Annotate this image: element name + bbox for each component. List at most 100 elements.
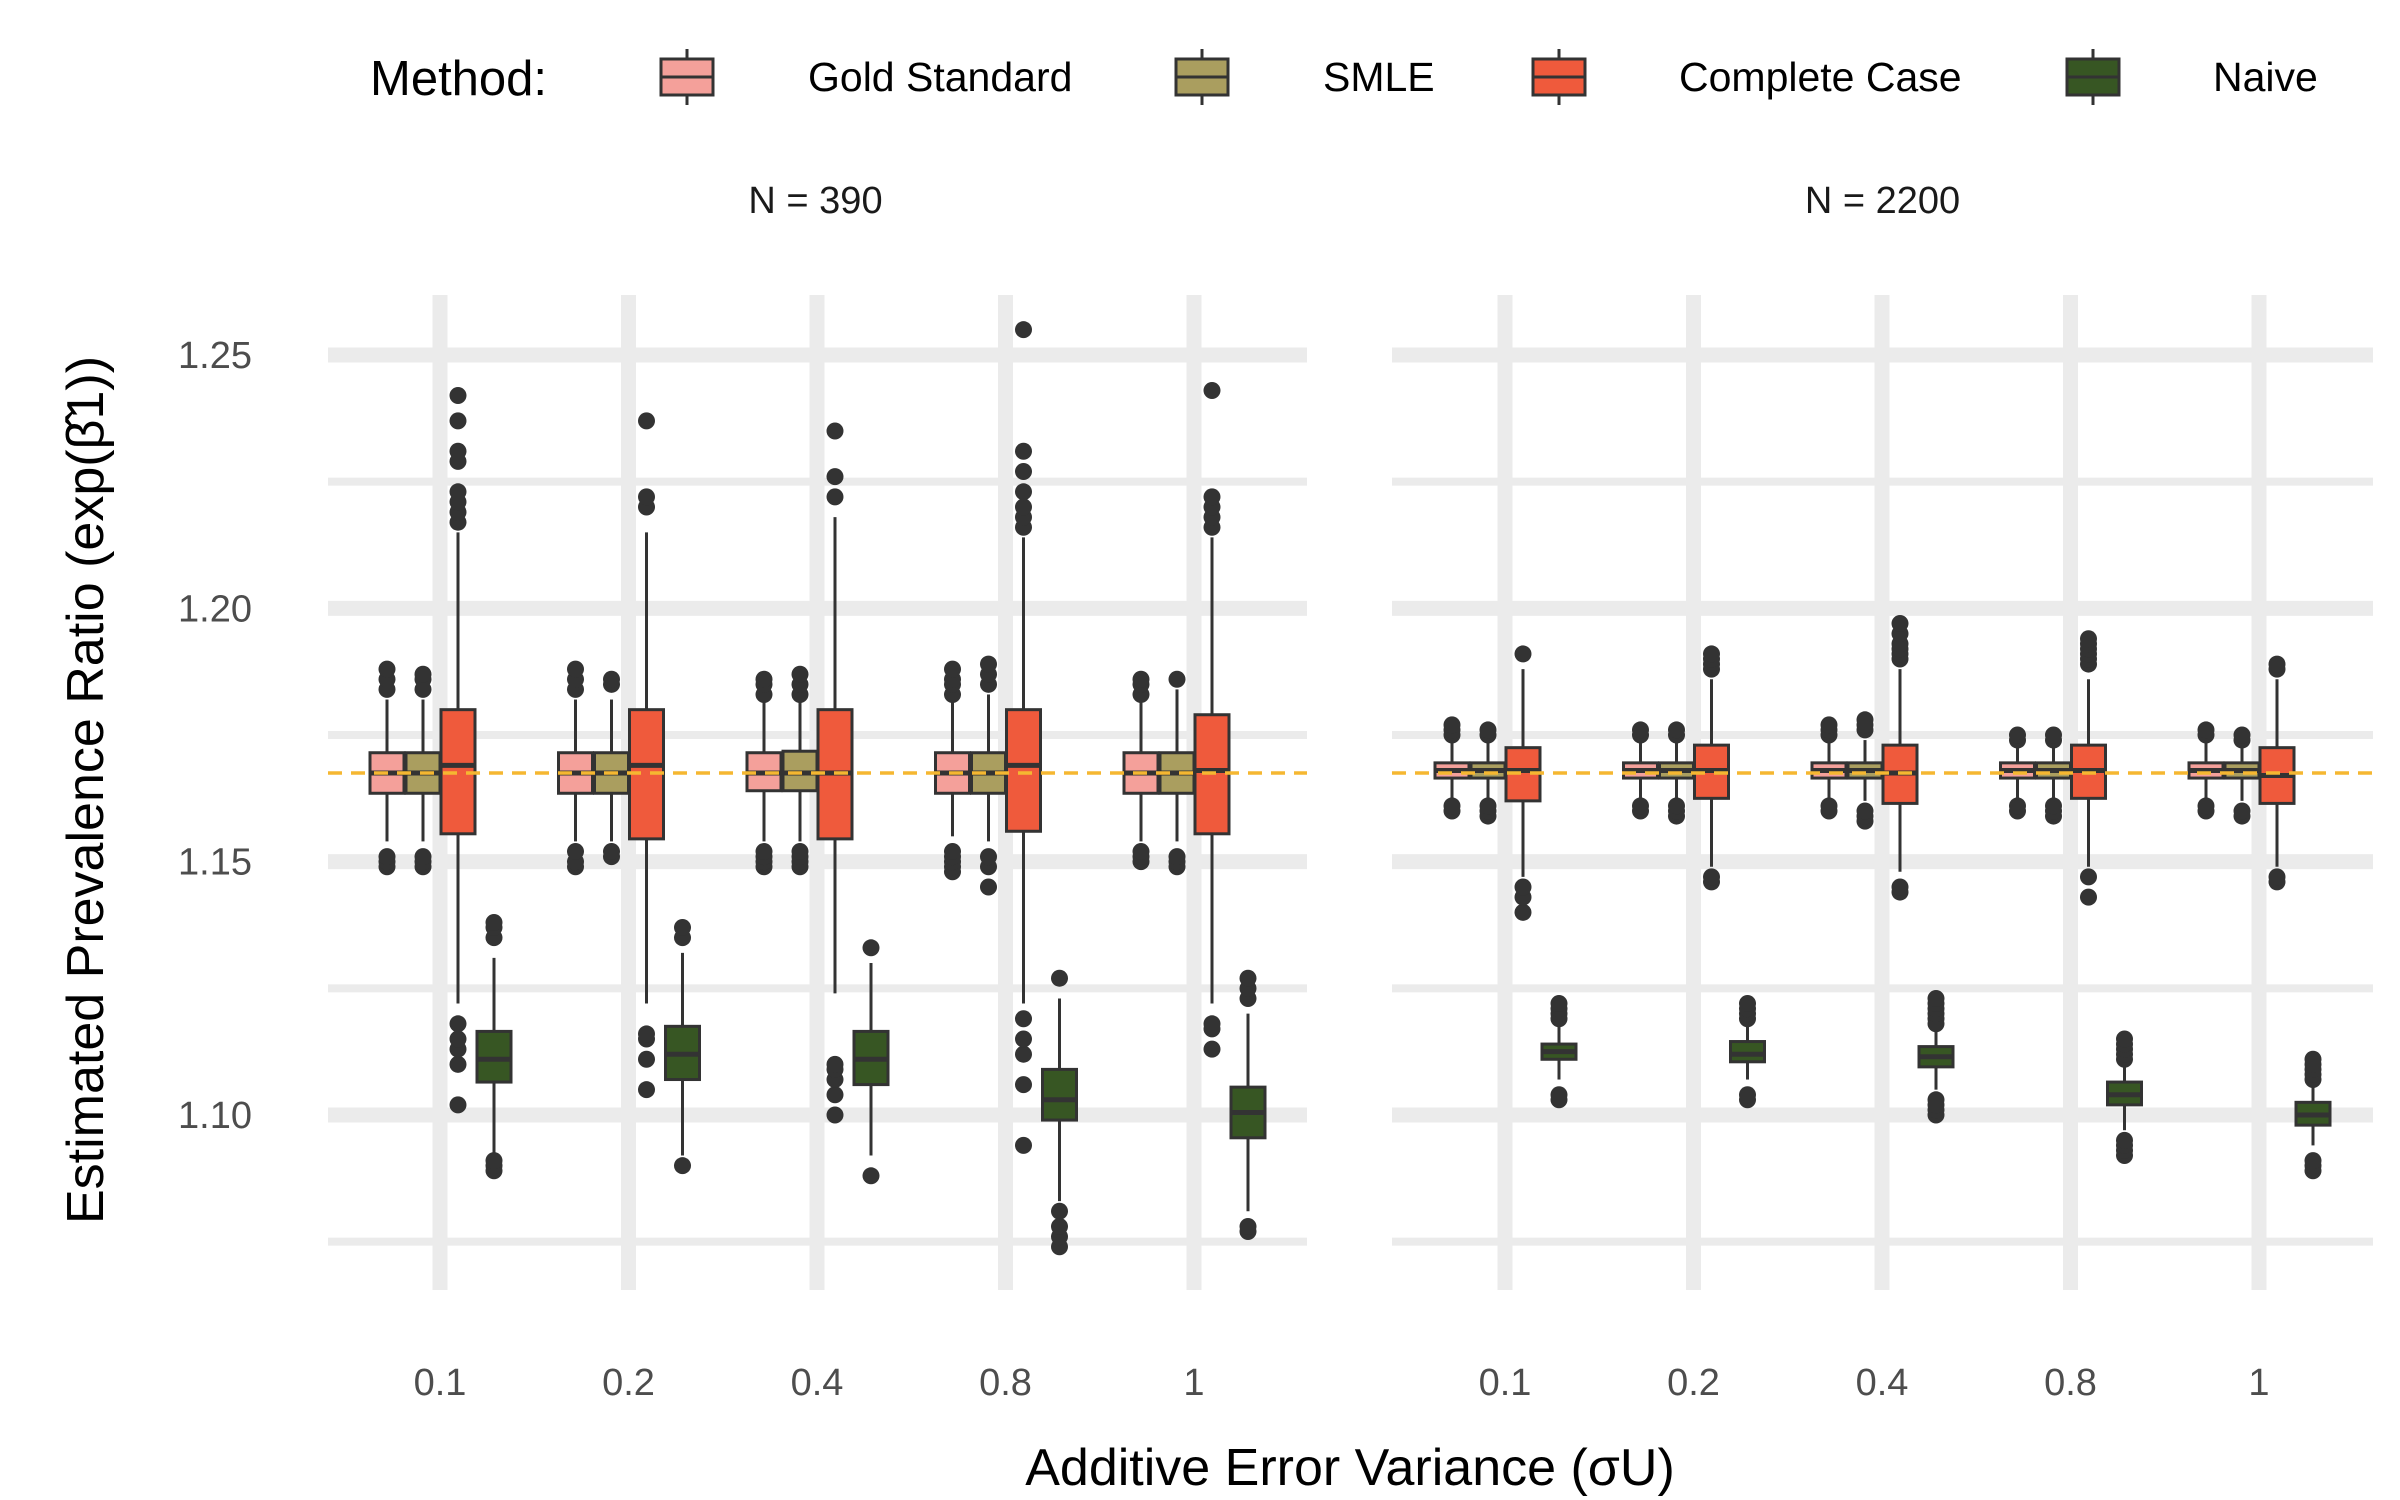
outlier-point: [1132, 843, 1150, 861]
outlier-point: [2080, 630, 2097, 648]
outlier-point: [1739, 995, 1756, 1013]
outlier-point: [1668, 721, 1685, 739]
outlier-point: [1632, 721, 1649, 739]
outlier-point: [603, 843, 620, 861]
outlier-point: [980, 655, 997, 673]
outlier-point: [449, 412, 467, 430]
x-tick-label: 0.4: [791, 1362, 844, 1404]
facet-label: N = 390: [748, 180, 882, 222]
y-tick-label: 1.15: [178, 842, 252, 884]
outlier-point: [2116, 1131, 2133, 1149]
outlier-point: [674, 1157, 691, 1175]
box-body: [1729, 1040, 1766, 1064]
x-tick-label: 0.2: [602, 1362, 655, 1404]
outlier-point: [638, 1025, 655, 1043]
outlier-point: [1550, 1086, 1568, 1104]
y-axis-title: Estimated Prevalence Ratio (exp(β̂1)): [57, 356, 115, 1224]
outlier-point: [980, 878, 997, 896]
box-naive: [852, 939, 890, 1185]
outlier-point: [944, 843, 961, 861]
outlier-point: [1514, 878, 1532, 896]
x-tick-label: 0.4: [1856, 1362, 1909, 1404]
box-complete-case: [2258, 655, 2296, 891]
legend-label: Complete Case: [1679, 54, 1962, 100]
box-naive: [664, 919, 701, 1175]
outlier-point: [2045, 797, 2062, 815]
outlier-point: [1051, 969, 1068, 987]
box-body: [1005, 708, 1042, 833]
outlier-point: [449, 1015, 467, 1033]
outlier-point: [1891, 615, 1909, 633]
outlier-point: [755, 843, 773, 861]
box-complete-case: [2070, 630, 2107, 906]
outlier-point: [862, 939, 880, 957]
outlier-point: [1479, 797, 1497, 815]
legend-label: SMLE: [1323, 54, 1435, 100]
outlier-point: [567, 660, 584, 678]
outlier-point: [1203, 381, 1221, 399]
box-naive: [1540, 995, 1578, 1109]
legend-item-naive: Naive: [2065, 49, 2318, 105]
outlier-point: [1168, 670, 1186, 688]
outlier-point: [2045, 726, 2062, 744]
x-tick-label: 0.1: [414, 1362, 467, 1404]
outlier-point: [414, 665, 432, 683]
outlier-point: [567, 843, 584, 861]
x-tick-label: 0.2: [1667, 1362, 1720, 1404]
outlier-point: [2233, 802, 2251, 820]
outlier-point: [2116, 1030, 2133, 1048]
x-tick-label: 0.8: [2044, 1362, 2097, 1404]
legend-label: Gold Standard: [808, 54, 1072, 100]
outlier-point: [485, 913, 503, 931]
outlier-point: [638, 488, 655, 506]
outlier-point: [1015, 1136, 1032, 1154]
outlier-point: [1015, 1030, 1032, 1048]
box-body: [1041, 1067, 1078, 1122]
outlier-point: [2268, 868, 2286, 886]
box-gold-standard: [1810, 716, 1848, 820]
outlier-point: [1856, 802, 1874, 820]
text-layer: 0.1 0.2 0.4 0.8 1 N = 390 0.1 0.2 0.4 0.8 1 N = 220…: [57, 180, 2270, 1497]
outlier-point: [2197, 721, 2215, 739]
outlier-point: [414, 848, 432, 866]
outlier-point: [791, 843, 809, 861]
outlier-point: [2233, 726, 2251, 744]
outlier-point: [980, 848, 997, 866]
outlier-point: [826, 488, 844, 506]
outlier-point: [826, 422, 844, 440]
outlier-point: [449, 442, 467, 460]
legend-item-complete-case: Complete Case: [1531, 49, 1962, 105]
outlier-point: [449, 1030, 467, 1048]
outlier-point: [1443, 797, 1461, 815]
box-body: [475, 1029, 513, 1084]
outlier-point: [485, 1152, 503, 1170]
outlier-point: [1443, 716, 1461, 734]
outlier-point: [2080, 888, 2097, 906]
outlier-point: [1015, 1076, 1032, 1094]
legend-label: Naive: [2213, 54, 2318, 100]
outlier-point: [638, 412, 655, 430]
box-gold-standard: [557, 660, 594, 876]
box-gold-standard: [1999, 726, 2036, 820]
outlier-point: [1015, 498, 1032, 516]
outlier-point: [1514, 645, 1532, 663]
outlier-point: [449, 483, 467, 501]
outlier-point: [1479, 721, 1497, 739]
outlier-point: [826, 468, 844, 486]
outlier-point: [2009, 797, 2026, 815]
outlier-point: [2304, 1050, 2322, 1068]
outlier-point: [2304, 1152, 2322, 1170]
box-naive: [475, 913, 513, 1180]
outlier-point: [1015, 483, 1032, 501]
box-gold-standard: [2187, 721, 2225, 820]
outlier-point: [1927, 1091, 1945, 1109]
outlier-point: [2268, 655, 2286, 673]
x-axis-title: Additive Error Variance (σU): [1025, 1439, 1675, 1497]
outlier-point: [755, 670, 773, 688]
outlier-point: [378, 848, 396, 866]
outlier-point: [603, 670, 620, 688]
outlier-point: [1132, 670, 1150, 688]
outlier-point: [1703, 645, 1720, 663]
outlier-point: [1015, 1045, 1032, 1063]
